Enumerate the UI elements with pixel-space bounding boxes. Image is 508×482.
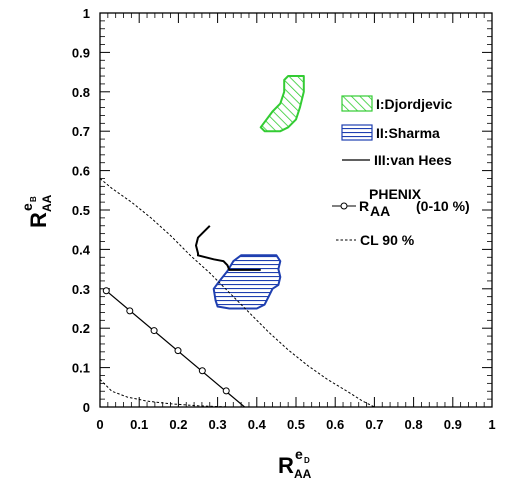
legend-label-djordjevic: I:Djordjevic bbox=[376, 96, 452, 112]
legend-swatch-phenix-marker bbox=[340, 202, 348, 210]
point-phenix bbox=[222, 387, 230, 395]
legend-label-vanhees: III:van Hees bbox=[374, 152, 452, 168]
y-tick-label: 0.3 bbox=[72, 282, 90, 297]
line-cl90_outer bbox=[99, 178, 375, 408]
line-cl90_inner bbox=[99, 379, 230, 408]
point-phenix bbox=[198, 367, 206, 375]
x-tick-labels: 0 0.1 0.2 0.3 0.4 0.5 0.6 0.7 0.8 0.9 1 bbox=[96, 417, 495, 432]
legend-swatch-djordjevic bbox=[341, 95, 373, 112]
y-tick-label: 1 bbox=[83, 6, 90, 21]
x-tick-label: 0.5 bbox=[287, 417, 305, 432]
y-tick-label: 0.8 bbox=[72, 85, 90, 100]
legend-label-sharma: II:Sharma bbox=[376, 125, 440, 141]
legend-label-phenix-sub: AA bbox=[370, 203, 390, 219]
y-tick-label: 0.6 bbox=[72, 164, 90, 179]
x-axis-label-main: R bbox=[278, 453, 294, 478]
y-tick-labels: 0 0.1 0.2 0.3 0.4 0.5 0.6 0.7 0.8 0.9 1 bbox=[72, 6, 91, 415]
y-axis-label-sup: e bbox=[19, 203, 35, 211]
x-tick-label: 0.6 bbox=[326, 417, 344, 432]
point-phenix bbox=[126, 307, 134, 315]
x-tick-label: 0.4 bbox=[248, 417, 267, 432]
x-tick-label: 0.8 bbox=[405, 417, 423, 432]
x-axis-label-sup: e bbox=[295, 446, 303, 462]
y-tick-label: 0.4 bbox=[72, 242, 91, 257]
legend-label-phenix-sup: PHENIX bbox=[369, 186, 422, 202]
y-tick-label: 0 bbox=[83, 400, 90, 415]
point-phenix bbox=[102, 287, 110, 295]
x-tick-label: 1 bbox=[488, 417, 495, 432]
y-tick-label: 0.7 bbox=[72, 124, 90, 139]
legend-label-cl90: CL 90 % bbox=[360, 232, 415, 248]
legend-swatch-sharma bbox=[341, 124, 373, 141]
x-tick-label: 0.1 bbox=[130, 417, 148, 432]
x-tick-label: 0.9 bbox=[444, 417, 462, 432]
y-tick-label: 0.5 bbox=[72, 203, 90, 218]
line-vanhees bbox=[194, 225, 261, 271]
y-axis-label-supsub: B bbox=[29, 196, 38, 202]
x-axis-label-supsub: D bbox=[304, 456, 310, 465]
x-tick-label: 0.2 bbox=[169, 417, 187, 432]
plot-frame bbox=[99, 12, 493, 408]
y-tick-label: 0.1 bbox=[72, 361, 90, 376]
y-axis-label-main: R bbox=[26, 212, 51, 228]
region-djordjevic bbox=[259, 75, 305, 133]
x-tick-label: 0.7 bbox=[365, 417, 383, 432]
legend-label-phenix-main: R bbox=[359, 198, 369, 214]
legend-label-phenix-tail: (0-10 %) bbox=[416, 198, 470, 214]
region-sharma bbox=[212, 254, 282, 310]
y-axis-label: R AA e B bbox=[19, 194, 54, 228]
point-phenix bbox=[150, 327, 158, 335]
legend: I:Djordjevic II:Sharma III:van Hees R PH… bbox=[332, 95, 470, 248]
x-tick-label: 0 bbox=[96, 417, 103, 432]
x-tick-label: 0.3 bbox=[209, 417, 227, 432]
y-axis-label-sub: AA bbox=[40, 194, 54, 212]
y-tick-label: 0.2 bbox=[72, 321, 90, 336]
y-tick-label: 0.9 bbox=[72, 45, 90, 60]
x-axis-label-sub: AA bbox=[294, 467, 312, 481]
x-axis-label: R AA e D bbox=[278, 446, 312, 481]
plot-area bbox=[99, 75, 375, 408]
point-phenix bbox=[174, 347, 182, 355]
